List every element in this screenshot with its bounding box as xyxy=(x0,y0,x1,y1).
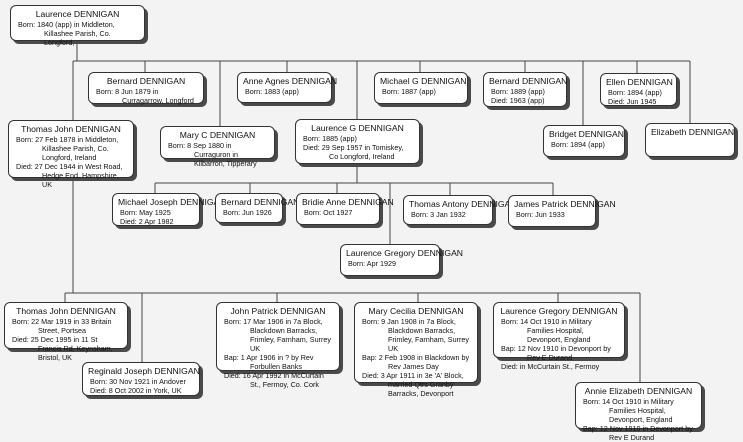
person-box: Michael Joseph DENNIGAN Born: May 1925 Die… xyxy=(112,193,226,226)
person-name: Laurence DENNIGAN xyxy=(35,9,120,19)
person-name: Mary C DENNIGAN xyxy=(179,130,256,140)
person-name: Bernard DENNIGAN xyxy=(489,76,568,86)
person-detail: Born: 8 Jun 1879 in Curragarrow, Longfor… xyxy=(96,87,194,105)
person-box: Laurence Gregory DENNIGAN Born: Apr 1929 xyxy=(340,244,464,276)
person-detail: Bap: 12 Nov 1910 in Devonport by Rev E D… xyxy=(501,344,611,362)
person-box: Bridie Anne DENNIGAN Born: Oct 1927 xyxy=(296,193,394,225)
person-detail: Died: 16 Apr 1992 in McCurtain St., Ferm… xyxy=(224,371,324,389)
person-detail: Born: 1887 (app) xyxy=(382,87,436,96)
person-detail: Born: 1883 (app) xyxy=(245,87,299,96)
person-detail: Born: 3 Jan 1932 xyxy=(411,210,466,219)
person-detail: Born: 1889 (app) xyxy=(491,87,545,96)
person-box: Michael G DENNIGAN Born: 1887 (app) xyxy=(374,72,468,104)
person-box: Thomas John DENNIGAN Born: 27 Feb 1878 in… xyxy=(8,120,134,189)
person-detail: Born: Oct 1927 xyxy=(304,208,353,217)
person-detail: Born: 22 Mar 1919 in 33 Britain Street, … xyxy=(12,317,112,335)
person-box: Mary C DENNIGAN Born: 8 Sep 1880 in Curra… xyxy=(160,126,275,168)
person-name: Michael G DENNIGAN xyxy=(380,76,467,86)
person-detail: Died: 1963 (app) xyxy=(491,96,545,105)
person-box: Laurence G DENNIGAN Born: 1885 (app) Died:… xyxy=(295,119,420,164)
person-box: Mary Cecilia DENNIGAN Born: 9 Jan 1908 in… xyxy=(354,302,478,398)
person-detail: Bap: 1 Apr 1906 in ? by Rev Forbullen Ba… xyxy=(224,353,314,371)
person-detail: Born: 14 Oct 1910 in Military Families H… xyxy=(501,317,592,344)
person-detail: Born: Apr 1929 xyxy=(348,259,396,268)
person-detail: Born: 1885 (app) xyxy=(303,134,357,143)
person-box: John Patrick DENNIGAN Born: 17 Mar 1906 i… xyxy=(216,302,340,389)
person-box: Thomas Antony DENNIGAN Born: 3 Jan 1932 xyxy=(403,195,517,225)
person-detail: Born: May 1925 xyxy=(120,208,171,217)
person-box: Bernard DENNIGAN Born: 8 Jun 1879 in Curr… xyxy=(88,72,204,105)
person-name: Michael Joseph DENNIGAN xyxy=(118,197,226,207)
person-detail: Bap: 12 Nov 1910 in Devonport by Rev E D… xyxy=(583,424,693,442)
person-name: Laurence G DENNIGAN xyxy=(311,123,404,133)
person-detail: Died: 25 Dec 1995 in 11 St Francis Rd, K… xyxy=(12,335,113,362)
person-name: Bridget DENNIGAN xyxy=(549,129,624,139)
person-box: Ellen DENNIGAN Born: 1894 (app) Died: Jun … xyxy=(600,73,677,106)
person-detail: Born: 27 Feb 1878 in Middleton, Killashe… xyxy=(16,135,119,162)
person-name: John Patrick DENNIGAN xyxy=(230,306,326,316)
person-name: Laurence Gregory DENNIGAN xyxy=(346,248,464,258)
person-box: Anne Agnes DENNIGAN Born: 1883 (app) xyxy=(237,72,338,103)
person-name: Thomas John DENNIGAN xyxy=(16,306,116,316)
person-detail: Died: Jun 1945 xyxy=(608,97,657,106)
person-detail: Died: in McCurtain St., Fermoy xyxy=(501,362,600,371)
person-box: Laurence DENNIGAN Born: 1840 (app) in Mid… xyxy=(10,5,145,47)
person-name: Mary Cecilia DENNIGAN xyxy=(368,306,464,316)
person-detail: Died: 2 Apr 1982 xyxy=(120,217,174,226)
person-name: Thomas Antony DENNIGAN xyxy=(409,199,517,209)
person-name: Thomas John DENNIGAN xyxy=(21,124,121,134)
person-box: Bernard DENNIGAN Born: 1889 (app) Died: 19… xyxy=(483,72,567,107)
person-detail: Born: 1894 (app) xyxy=(608,88,662,97)
person-name: James Patrick DENNIGAN xyxy=(514,199,616,209)
person-name: Annie Elizabeth DENNIGAN xyxy=(584,386,693,396)
person-box: James Patrick DENNIGAN Born: Jun 1933 xyxy=(508,195,616,227)
person-name: Ellen DENNIGAN xyxy=(606,77,673,87)
person-detail: Born: 14 Oct 1910 in Military Families H… xyxy=(583,397,674,424)
person-detail: Born: 9 Jan 1908 in 7a Block, Blackdown … xyxy=(362,317,469,353)
person-name: Bernard DENNIGAN xyxy=(221,197,300,207)
person-detail: Died: 29 Sep 1957 in Tomiskey, Co Longfo… xyxy=(303,143,404,161)
person-name: Bridie Anne DENNIGAN xyxy=(302,197,394,207)
person-detail: Bap: 2 Feb 1908 in Blackdown by Rev Jame… xyxy=(362,353,470,371)
person-name: Anne Agnes DENNIGAN xyxy=(243,76,338,86)
person-box: Bernard DENNIGAN Born: Jun 1926 xyxy=(215,193,300,223)
person-box: Annie Elizabeth DENNIGAN Born: 14 Oct 191… xyxy=(575,382,702,442)
person-detail: Born: Jun 1926 xyxy=(223,208,272,217)
person-detail: Born: 17 Mar 1906 in 7a Block, Blackdown… xyxy=(224,317,331,353)
person-detail: Died: 3 Apr 1911 in 3e 'A' Block, marrie… xyxy=(362,371,464,398)
person-box: Elizabeth DENNIGAN xyxy=(645,123,735,157)
person-detail: Born: 1894 (app) xyxy=(551,140,605,149)
person-detail: Born: 1840 (app) in Middleton, Killashee… xyxy=(18,20,115,47)
person-box: Thomas John DENNIGAN Born: 22 Mar 1919 in… xyxy=(4,302,128,362)
person-box: Bridget DENNIGAN Born: 1894 (app) xyxy=(543,125,625,157)
person-name: Elizabeth DENNIGAN xyxy=(651,127,735,137)
person-detail: Died: 27 Dec 1944 in West Road, Hedge En… xyxy=(16,162,123,189)
person-box: Laurence Gregory DENNIGAN Born: 14 Oct 19… xyxy=(493,302,625,371)
person-name: Bernard DENNIGAN xyxy=(106,76,186,86)
person-detail: Born: 8 Sep 1880 in Curraguron in Kilbar… xyxy=(168,141,257,168)
person-detail: Died: 8 Oct 2002 in York, UK xyxy=(90,386,182,395)
person-name: Laurence Gregory DENNIGAN xyxy=(500,306,618,316)
person-detail: Born: 30 Nov 1921 in Andover xyxy=(90,377,186,386)
person-name: Reginald Joseph DENNIGAN xyxy=(88,366,200,376)
person-detail: Born: Jun 1933 xyxy=(516,210,565,219)
person-box: Reginald Joseph DENNIGAN Born: 30 Nov 192… xyxy=(82,362,200,396)
